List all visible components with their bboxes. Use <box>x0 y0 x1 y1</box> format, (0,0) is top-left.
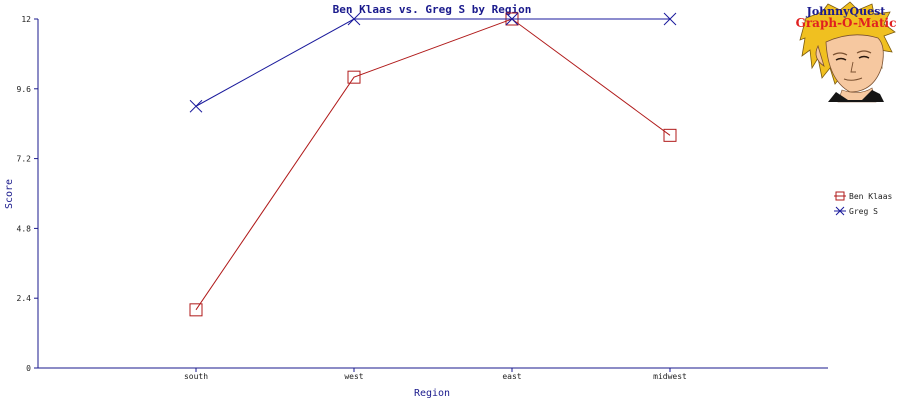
y-axis: 0 2.4 4.8 7.2 9.6 12 <box>17 15 39 373</box>
legend-marker <box>835 191 845 201</box>
legend-marker <box>835 206 845 216</box>
data-point-ben-klaas <box>189 303 203 317</box>
y-axis-label: Score <box>4 179 15 209</box>
data-point-ben-klaas <box>663 128 677 142</box>
legend-label: Ben Klaas <box>849 192 893 201</box>
x-axis-label: Region <box>414 388 450 399</box>
x-tick-label: west <box>344 372 363 381</box>
cartoon-boy-face-icon <box>799 1 896 103</box>
x-tick-label: midwest <box>653 372 687 381</box>
y-tick-label: 4.8 <box>17 224 32 233</box>
data-point-greg-s <box>189 99 203 113</box>
y-tick-label: 9.6 <box>17 85 32 94</box>
data-point-greg-s <box>347 12 361 26</box>
y-tick-label: 7.2 <box>17 155 32 164</box>
plot-area <box>189 12 677 317</box>
chart-title: Ben Klaas vs. Greg S by Region <box>333 3 532 16</box>
data-point-ben-klaas <box>347 70 361 84</box>
y-tick-label: 12 <box>21 15 31 24</box>
y-tick-label: 2.4 <box>17 294 32 303</box>
legend-label: Greg S <box>849 207 878 216</box>
y-tick-label: 0 <box>26 364 31 373</box>
x-tick-label: south <box>184 372 208 381</box>
x-tick-label: east <box>502 372 521 381</box>
series-line-ben-klaas <box>195 18 671 311</box>
data-point-greg-s <box>663 12 677 26</box>
series-line-greg-s <box>195 18 670 107</box>
logo-title: JohnnyQuest <box>806 5 887 18</box>
legend-item-greg-s: Greg S <box>834 206 878 216</box>
series-ben-klaas <box>189 12 677 317</box>
logo-subtitle: Graph-O-Matic <box>796 16 897 30</box>
x-axis: south west east midwest <box>38 367 828 381</box>
legend-item-ben-klaas: Ben Klaas <box>834 191 893 201</box>
logo: JohnnyQuest Graph-O-Matic <box>796 1 897 103</box>
data-point-greg-s <box>505 12 519 26</box>
legend: Ben Klaas Greg S <box>834 191 893 216</box>
series-greg-s <box>189 12 677 113</box>
